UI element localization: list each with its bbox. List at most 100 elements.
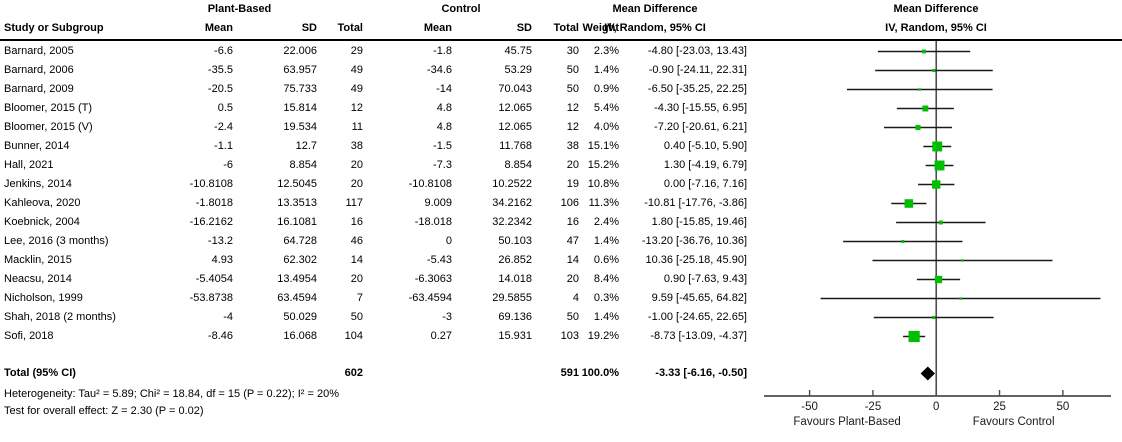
study-name: Sofi, 2018: [4, 330, 54, 342]
control-total: 30: [566, 45, 579, 57]
study-name: Barnard, 2006: [4, 64, 74, 76]
column-header-weight: Weight: [582, 22, 619, 34]
effect-square: [922, 105, 929, 112]
effect-square: [959, 297, 962, 300]
group-header-control: Control: [441, 3, 481, 15]
table-row: Hall, 2021 -6 8.854 20 -7.3 8.854 20 15.2% 1.30 …: [0, 156, 749, 175]
plant-total: 49: [350, 83, 363, 95]
plant-total: 11: [351, 121, 363, 133]
weight: 0.3%: [593, 292, 619, 304]
plant-sd: 8.854: [289, 159, 317, 171]
plant-mean: -2.4: [214, 121, 233, 133]
control-total: 12: [566, 121, 579, 133]
table-row: Nicholson, 1999 -53.8738 63.4594 7 -63.4594 2…: [0, 289, 749, 308]
study-name: Koebnick, 2004: [4, 216, 80, 228]
control-mean: 0: [445, 235, 452, 247]
column-header-c-sd: SD: [516, 22, 532, 34]
control-sd: 26.852: [498, 254, 532, 266]
weight: 4.0%: [593, 121, 619, 133]
study-name: Bloomer, 2015 (V): [4, 121, 93, 133]
plant-total: 49: [350, 64, 363, 76]
table-row: Kahleova, 2020 -1.8018 13.3513 117 9.009 34.2…: [0, 194, 749, 213]
plant-mean: -1.1: [214, 140, 233, 152]
control-sd: 10.2522: [492, 178, 532, 190]
axis-tick-label: -25: [865, 401, 882, 413]
control-mean: -1.5: [433, 140, 452, 152]
plant-mean: 0.5: [217, 102, 233, 114]
control-sd: 53.29: [504, 64, 532, 76]
table-row: Neacsu, 2014 -5.4054 13.4954 20 -6.3063 14.01…: [0, 270, 749, 289]
control-mean: 0.27: [430, 330, 452, 342]
table-row: Macklin, 2015 4.93 62.302 14 -5.43 26.852 14 0.…: [0, 251, 749, 270]
md-ci-text: 0.90 [-7.63, 9.43]: [663, 273, 747, 285]
effect-square: [908, 330, 920, 343]
plant-total: 38: [350, 140, 363, 152]
plant-total: 104: [344, 330, 363, 342]
control-sd: 14.018: [498, 273, 532, 285]
pooled-diamond: [920, 366, 935, 381]
md-ci-text: 1.30 [-4.19, 6.79]: [663, 159, 747, 171]
plant-mean: -6: [223, 159, 233, 171]
study-name: Barnard, 2005: [4, 45, 74, 57]
total-weight: 100.0%: [581, 367, 619, 379]
md-ci-text: -13.20 [-36.76, 10.36]: [641, 235, 747, 247]
weight: 15.2%: [587, 159, 619, 171]
control-total: 47: [566, 235, 579, 247]
effect-square: [934, 275, 943, 284]
effect-square: [932, 141, 943, 152]
weight: 0.9%: [593, 83, 619, 95]
study-name: Barnard, 2009: [4, 83, 74, 95]
plant-sd: 22.006: [283, 45, 317, 57]
plant-total: 50: [350, 311, 363, 323]
plant-total: 20: [350, 178, 363, 190]
plant-mean: -1.8018: [195, 197, 233, 209]
effect-square: [918, 88, 922, 91]
control-mean: -14: [436, 83, 452, 95]
plant-mean: -13.2: [207, 235, 233, 247]
md-ci-text: -0.90 [-24.11, 22.31]: [648, 64, 747, 76]
plant-sd: 12.7: [295, 140, 317, 152]
control-mean: -5.43: [426, 254, 452, 266]
control-mean: -3: [442, 311, 452, 323]
plant-mean: -4: [223, 311, 233, 323]
study-name: Hall, 2021: [4, 159, 54, 171]
md-ci-text: -10.81 [-17.76, -3.86]: [644, 197, 747, 209]
table-row: Barnard, 2009 -20.5 75.733 49 -14 70.043 50 0.9…: [0, 80, 749, 99]
control-sd: 32.2342: [492, 216, 532, 228]
column-header-pb-sd: SD: [301, 22, 317, 34]
effect-square: [904, 199, 914, 208]
md-plot-column-subtitle: IV, Random, 95% CI: [885, 22, 987, 34]
study-name: Jenkins, 2014: [4, 178, 72, 190]
column-header-study: Study or Subgroup: [4, 22, 104, 34]
plant-total: 7: [356, 292, 363, 304]
favours-right-label: Favours Control: [973, 416, 1055, 428]
spacer: [363, 364, 452, 383]
axis-tick-label: -50: [801, 401, 818, 413]
md-ci-text: 0.40 [-5.10, 5.90]: [663, 140, 747, 152]
column-header-c-mean: Mean: [423, 22, 452, 34]
plant-mean: -5.4054: [195, 273, 233, 285]
control-total: 106: [560, 197, 579, 209]
weight: 1.4%: [593, 235, 619, 247]
weight: 19.2%: [587, 330, 619, 342]
effect-square: [932, 180, 941, 189]
weight: 8.4%: [593, 273, 619, 285]
effect-square: [932, 68, 936, 73]
axis-tick-label: 25: [993, 401, 1006, 413]
plant-sd: 75.733: [283, 83, 317, 95]
control-sd: 15.931: [498, 330, 532, 342]
plant-sd: 19.534: [283, 121, 317, 133]
table-row: Shah, 2018 (2 months) -4 50.029 50 -3 69.136 5…: [0, 308, 749, 327]
plant-sd: 50.029: [283, 311, 317, 323]
weight: 1.4%: [593, 64, 619, 76]
study-name: Neacsu, 2014: [4, 273, 72, 285]
plant-sd: 12.5045: [277, 178, 317, 190]
weight: 5.4%: [593, 102, 619, 114]
weight: 10.8%: [587, 178, 619, 190]
md-ci-text: -8.73 [-13.09, -4.37]: [650, 330, 747, 342]
plant-sd: 13.3513: [277, 197, 317, 209]
plant-total: 20: [350, 159, 363, 171]
axis-tick-label: 0: [933, 401, 939, 413]
total-c-n: 591: [560, 367, 579, 379]
table-row: Sofi, 2018 -8.46 16.068 104 0.27 15.931 103 19.…: [0, 327, 749, 346]
